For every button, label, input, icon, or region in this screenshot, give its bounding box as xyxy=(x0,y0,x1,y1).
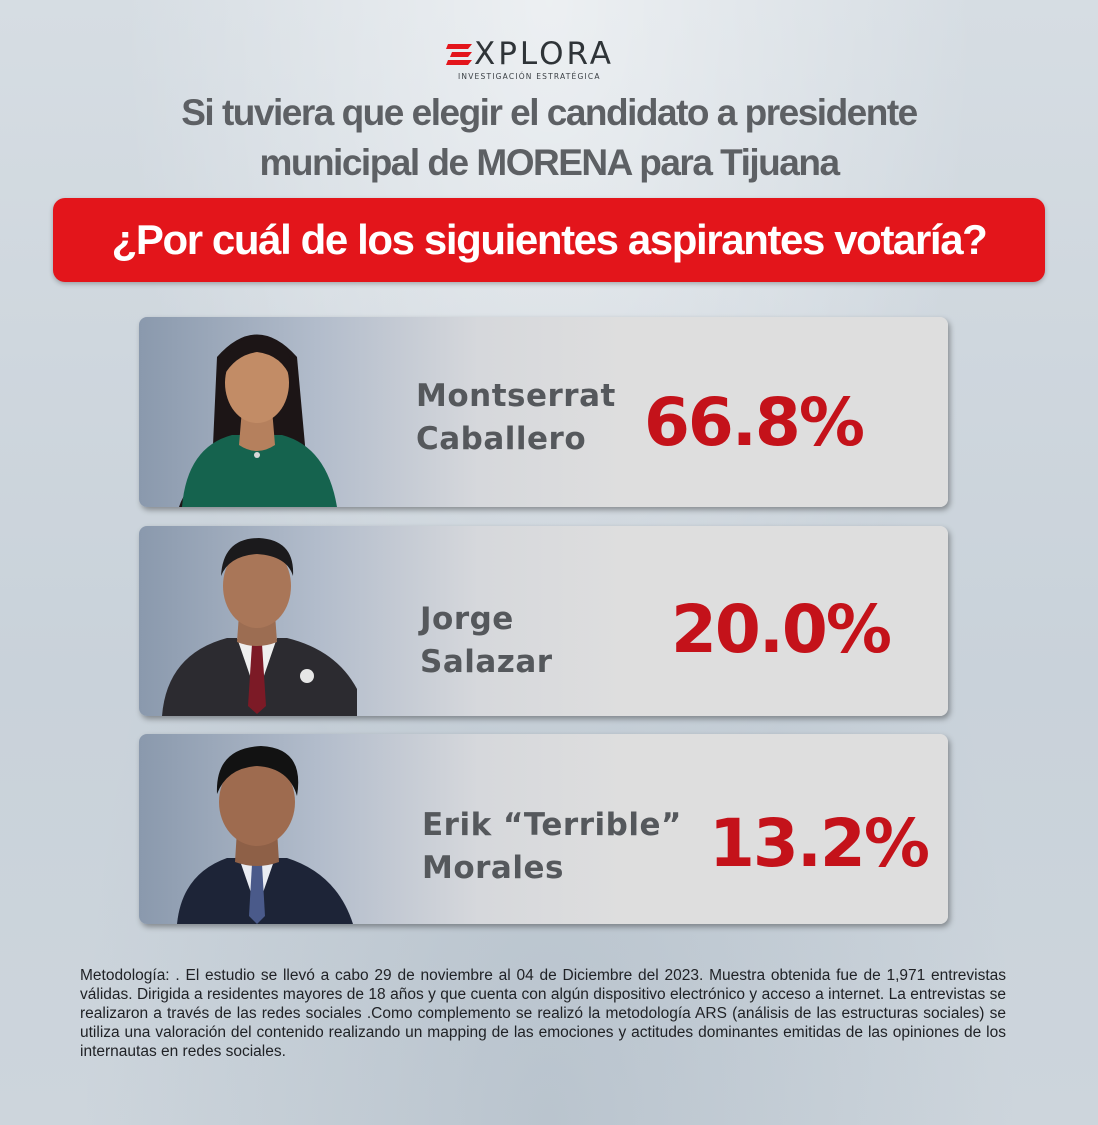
title-line-2: municipal de MORENA para Tijuana xyxy=(259,142,840,183)
candidate-first-name: Erik “Terrible” xyxy=(422,807,682,843)
candidate-name: Jorge Salazar xyxy=(420,598,690,684)
explora-logo: XPLORA INVESTIGACIÓN ESTRATÉGICA xyxy=(444,36,634,86)
candidate-percent: 13.2% xyxy=(709,805,930,882)
candidate-photo xyxy=(177,746,353,924)
candidate-card: Montserrat Caballero 66.8% xyxy=(139,317,948,507)
candidate-last-name: Morales xyxy=(422,850,564,886)
candidate-percent: 66.8% xyxy=(644,384,865,461)
candidate-name: Erik “Terrible” Morales xyxy=(422,804,692,890)
methodology-note: Metodología: . El estudio se llevó a cab… xyxy=(80,967,1006,1060)
candidate-last-name: Salazar xyxy=(420,644,553,680)
candidate-photo xyxy=(179,334,337,507)
candidate-percent: 20.0% xyxy=(671,591,892,668)
candidate-first-name: Jorge xyxy=(420,601,514,637)
candidate-last-name: Caballero xyxy=(416,421,587,457)
candidate-first-name: Montserrat xyxy=(416,378,616,414)
page-title: Si tuviera que elegir el candidato a pre… xyxy=(60,88,1038,188)
candidate-name: Montserrat Caballero xyxy=(416,375,686,461)
question-banner: ¿Por cuál de los siguientes aspirantes v… xyxy=(53,198,1045,282)
candidate-photo xyxy=(162,538,357,716)
logo-wordmark: XPLORA xyxy=(474,36,614,72)
logo-subtitle: INVESTIGACIÓN ESTRATÉGICA xyxy=(458,72,601,81)
title-line-1: Si tuviera que elegir el candidato a pre… xyxy=(181,92,918,133)
question-text: ¿Por cuál de los siguientes aspirantes v… xyxy=(111,216,988,263)
explora-logo-icon xyxy=(446,44,472,65)
candidate-card: Jorge Salazar 20.0% xyxy=(139,526,948,716)
candidate-card: Erik “Terrible” Morales 13.2% xyxy=(139,734,948,924)
